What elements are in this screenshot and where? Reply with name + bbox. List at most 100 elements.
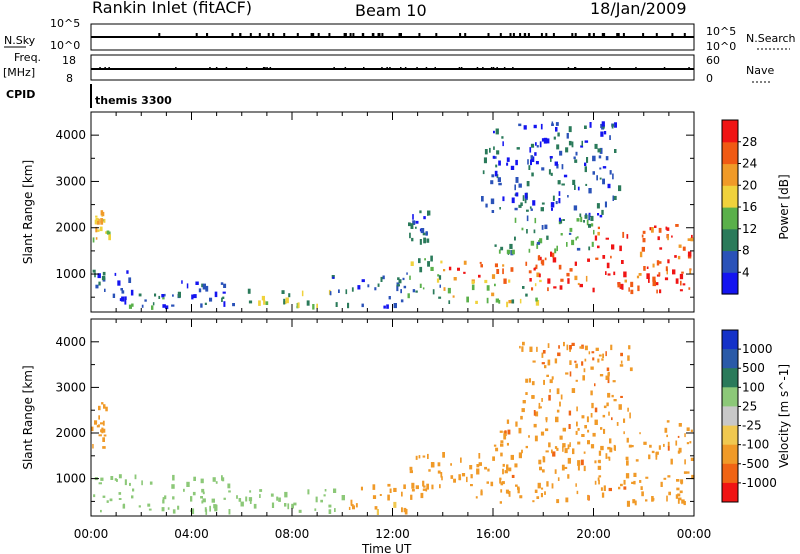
echo-cell bbox=[550, 157, 552, 162]
echo-cell bbox=[482, 170, 485, 175]
echo-cell bbox=[202, 498, 206, 503]
echo-cell bbox=[655, 452, 658, 457]
echo-cell bbox=[539, 256, 542, 261]
echo-cell bbox=[437, 462, 441, 467]
echo-cell bbox=[577, 460, 581, 466]
echo-cell bbox=[484, 466, 487, 470]
echo-cell bbox=[212, 477, 216, 482]
echo-cell bbox=[569, 360, 572, 365]
echo-cell bbox=[223, 497, 226, 500]
echo-cell bbox=[592, 171, 595, 175]
echo-cell bbox=[332, 276, 335, 279]
echo-cell bbox=[552, 257, 557, 263]
echo-cell bbox=[314, 508, 317, 511]
echo-cell bbox=[422, 232, 426, 236]
echo-cell bbox=[437, 470, 441, 474]
echo-cell bbox=[627, 407, 629, 412]
echo-cell bbox=[556, 164, 559, 169]
echo-cell bbox=[466, 296, 469, 303]
echo-cell bbox=[589, 122, 592, 128]
echo-cell bbox=[549, 156, 553, 159]
freq-mark bbox=[108, 67, 110, 70]
echo-cell bbox=[598, 354, 602, 357]
echo-cell bbox=[574, 261, 577, 266]
freq-mark bbox=[386, 67, 388, 70]
velocity-frame bbox=[90, 318, 695, 517]
echo-cell bbox=[124, 299, 127, 305]
echo-cell bbox=[597, 477, 600, 481]
echo-cell bbox=[530, 143, 535, 148]
echo-cell bbox=[542, 456, 546, 463]
echo-cell bbox=[654, 225, 657, 228]
echo-cell bbox=[427, 453, 429, 459]
echo-cell bbox=[579, 283, 583, 288]
echo-cell bbox=[503, 433, 507, 440]
nsky-strip: N.Sky 10^5 10^0 10^5 10^0 N.Search bbox=[4, 17, 796, 53]
echo-cell bbox=[682, 246, 686, 251]
echo-cell bbox=[554, 358, 558, 364]
echo-cell bbox=[323, 494, 326, 497]
echo-cell bbox=[498, 160, 501, 166]
echo-cell bbox=[670, 458, 673, 465]
echo-cell bbox=[509, 243, 513, 249]
echo-cell bbox=[575, 430, 578, 435]
echo-cell bbox=[563, 341, 565, 347]
echo-cell bbox=[503, 431, 507, 436]
echo-cell bbox=[105, 231, 108, 234]
echo-cell bbox=[443, 287, 446, 291]
echo-cell bbox=[687, 255, 692, 259]
echo-cell bbox=[569, 345, 572, 350]
echo-cell bbox=[448, 300, 451, 304]
nave-tick-bottom: 0 bbox=[706, 72, 713, 85]
echo-cell bbox=[555, 127, 558, 132]
echo-cell bbox=[690, 237, 694, 242]
echo-cell bbox=[154, 293, 157, 297]
echo-cell bbox=[666, 227, 670, 231]
echo-cell bbox=[594, 407, 598, 413]
nsky-mark bbox=[622, 33, 625, 37]
echo-cell bbox=[581, 140, 583, 146]
freq-mark bbox=[344, 67, 347, 70]
echo-cell bbox=[98, 482, 102, 485]
echo-cell bbox=[684, 459, 686, 465]
echo-cell bbox=[584, 162, 587, 166]
echo-cell bbox=[418, 455, 421, 459]
echo-cell bbox=[553, 136, 556, 140]
x-tick-label: 12:00 bbox=[375, 527, 410, 541]
echo-cell bbox=[599, 167, 602, 170]
echo-cell bbox=[630, 289, 634, 295]
echo-cell bbox=[427, 210, 431, 216]
echo-cell bbox=[604, 201, 607, 208]
echo-cell bbox=[100, 429, 104, 433]
echo-cell bbox=[593, 229, 595, 235]
echo-cell bbox=[648, 277, 650, 283]
echo-cell bbox=[575, 237, 577, 241]
echo-cell bbox=[597, 465, 602, 470]
echo-cell bbox=[440, 260, 443, 264]
freq-mark bbox=[492, 67, 495, 70]
echo-cell bbox=[201, 500, 204, 504]
echo-cell bbox=[587, 258, 590, 262]
echo-cell bbox=[677, 497, 680, 504]
echo-cell bbox=[588, 223, 591, 228]
echo-cell bbox=[134, 474, 137, 480]
echo-cell bbox=[312, 304, 315, 310]
echo-cell bbox=[494, 170, 498, 177]
y-tick-label: 4000 bbox=[55, 128, 86, 142]
echo-cell bbox=[577, 441, 581, 445]
echo-cell bbox=[551, 376, 554, 380]
echo-cell bbox=[360, 486, 363, 491]
echo-cell bbox=[223, 283, 227, 288]
echo-cell bbox=[284, 491, 288, 498]
colorbar-swatch bbox=[722, 387, 738, 407]
echo-cell bbox=[172, 509, 176, 514]
echo-cell bbox=[422, 287, 425, 290]
echo-cell bbox=[665, 266, 668, 272]
echo-cell bbox=[623, 479, 626, 485]
echo-cell bbox=[484, 149, 488, 155]
echo-cell bbox=[347, 302, 350, 309]
echo-cell bbox=[500, 482, 504, 486]
echo-cell bbox=[508, 279, 511, 283]
echo-cell bbox=[542, 350, 546, 354]
colorbar-swatch bbox=[722, 425, 738, 446]
